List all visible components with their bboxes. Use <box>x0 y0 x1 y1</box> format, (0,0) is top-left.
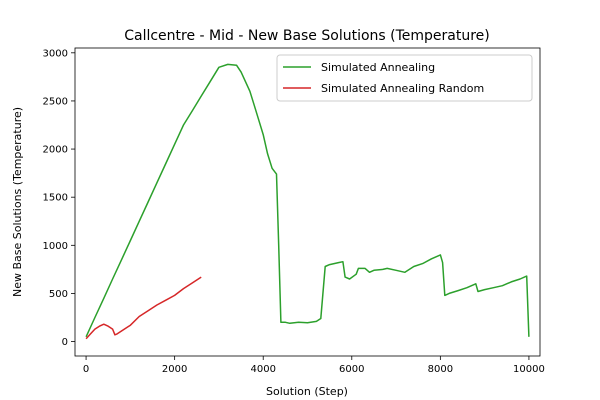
y-tick-label: 2500 <box>43 96 68 107</box>
legend-label: Simulated Annealing Random <box>321 82 484 95</box>
x-tick-label: 2000 <box>162 364 187 375</box>
series-line-2 <box>85 276 202 340</box>
y-tick-label: 0 <box>62 337 68 348</box>
x-tick-label: 0 <box>83 364 89 375</box>
legend: Simulated Annealing Simulated Annealing R… <box>276 54 533 102</box>
chart-title: Callcentre - Mid - New Base Solutions (T… <box>124 28 490 44</box>
ticks: 0 2000 4000 6000 8000 10000 0 500 1000 1500 2000 25… <box>43 48 545 375</box>
plot-frame <box>74 47 541 357</box>
series-lines <box>85 63 530 340</box>
x-tick-label: 6000 <box>339 364 364 375</box>
series-line-1 <box>85 63 530 338</box>
x-tick-label: 4000 <box>250 364 275 375</box>
legend-label: Simulated Annealing <box>321 61 435 74</box>
x-tick-label: 8000 <box>428 364 453 375</box>
x-tick-label: 10000 <box>513 364 545 375</box>
legend-box <box>276 54 533 102</box>
x-axis-label: Solution (Step) <box>266 385 348 398</box>
y-tick-label: 500 <box>49 289 68 300</box>
y-tick-label: 3000 <box>43 48 68 59</box>
y-tick-label: 1500 <box>43 193 68 204</box>
y-axis-label: New Base Solutions (Temperature) <box>11 107 24 297</box>
y-tick-label: 1000 <box>43 241 68 252</box>
y-tick-label: 2000 <box>43 145 68 156</box>
